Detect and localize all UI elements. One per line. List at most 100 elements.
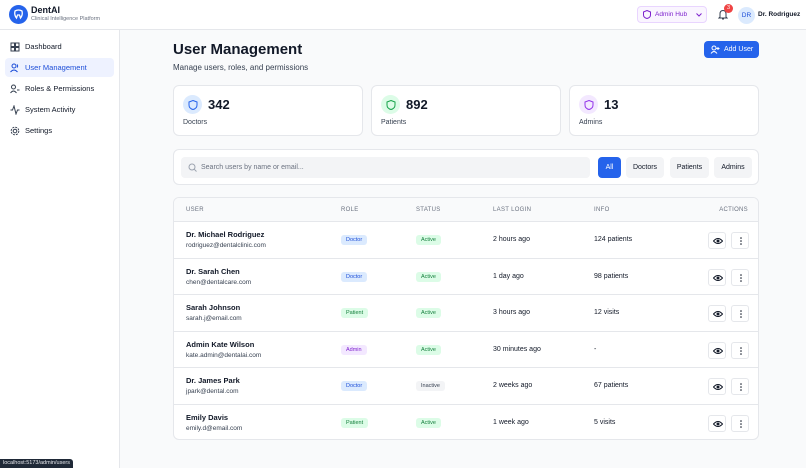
search-input[interactable]: Search users by name or email... (181, 157, 590, 178)
user-name: Dr. Michael Rodriguez (186, 230, 265, 239)
filter-panel: Search users by name or email... All Doct… (173, 149, 759, 185)
status-badge: Active (416, 235, 441, 245)
role-badge: Patient (341, 418, 369, 428)
status-badge: Active (416, 344, 441, 355)
tagline: Clinical Intelligence Platform (31, 16, 101, 22)
more-button[interactable] (731, 341, 749, 359)
role-badge: Patient (341, 308, 369, 319)
column-header: ACTIONS (719, 207, 748, 213)
info: 67 patients (594, 382, 629, 390)
column-header: ROLE (341, 207, 359, 213)
icon (739, 346, 742, 355)
view-button[interactable] (708, 378, 726, 396)
icon (739, 273, 742, 282)
status-bar: localhost:5173/admin/users (0, 459, 73, 468)
info: 98 patients (594, 272, 629, 280)
user-email: kate.admin@dentalai.com (186, 351, 262, 359)
avatar[interactable]: DR (738, 7, 755, 24)
icon (712, 384, 723, 391)
role-badge: Doctor (341, 235, 368, 245)
table-row: Emily Davis emily.d@email.com Patient Activ… (174, 405, 758, 439)
user-email: emily.d@email.com (186, 425, 243, 432)
bell[interactable] (718, 9, 728, 20)
last-login: 30 minutes ago (493, 345, 541, 353)
last-login: 2 weeks ago (493, 382, 533, 390)
view-button[interactable] (708, 415, 726, 432)
more-button[interactable] (731, 378, 749, 396)
view-button[interactable] (708, 305, 726, 323)
stat-icon (579, 95, 598, 114)
brand: DentAI (31, 5, 60, 15)
status-badge: Active (416, 418, 441, 428)
nav-item[interactable]: System Activity (5, 100, 114, 119)
stat-value: 892 (406, 97, 428, 112)
page-subtitle: Manage users, roles, and permissions (173, 63, 309, 72)
more-button[interactable] (731, 268, 749, 286)
status-badge: Active (416, 308, 441, 319)
table-row: Dr. Sarah Chen chen@dentalcare.com Doctor A… (174, 259, 758, 296)
column-header: USER (186, 207, 204, 213)
nav-item[interactable]: Dashboard (5, 37, 114, 56)
nav-label: Roles & Permissions (25, 84, 95, 93)
more-button[interactable] (731, 232, 749, 249)
stat-value: 342 (208, 97, 230, 112)
stat-card: 342 Doctors (173, 85, 363, 136)
add-user-button[interactable]: Add User (704, 41, 759, 58)
filter-button[interactable]: Admins (714, 157, 752, 178)
icon (10, 126, 20, 135)
hub-label: Admin Hub (655, 11, 688, 18)
user-name: Dr. Sarah Chen (186, 266, 240, 276)
icon (739, 237, 742, 245)
column-header: INFO (594, 207, 610, 213)
table-row: Dr. Michael Rodriguez rodriguez@dentalcli… (174, 222, 758, 259)
nav-item[interactable]: Settings (5, 121, 114, 140)
more-button[interactable] (731, 305, 749, 323)
info: 12 visits (594, 309, 620, 317)
notification-badge: 3 (724, 4, 733, 13)
nav-label: Dashboard (25, 42, 62, 51)
nav-label: Settings (25, 126, 53, 135)
nav-item[interactable]: Roles & Permissions (5, 79, 114, 98)
column-header: STATUS (416, 207, 441, 213)
icon (712, 238, 723, 244)
user-name: Sarah Johnson (186, 303, 241, 313)
users-table: USER ROLE STATUS LAST LOGIN INFO ACTIONS Dr. … (173, 197, 759, 440)
filter-button[interactable]: All (598, 157, 621, 178)
nav-item[interactable]: User Management (5, 58, 114, 77)
stat-icon (381, 95, 400, 114)
filter-button[interactable]: Doctors (626, 157, 664, 178)
role-badge: Doctor (341, 271, 368, 282)
sidebar: Dashboard User Management Roles & Permissi… (0, 30, 120, 468)
view-button[interactable] (708, 341, 726, 359)
hub-dropdown[interactable]: Admin Hub (637, 6, 707, 23)
stat-label: Doctors (183, 119, 208, 126)
user-email: jpark@dental.com (186, 388, 239, 396)
table-header: USER ROLE STATUS LAST LOGIN INFO ACTIONS (174, 198, 758, 222)
icon (712, 421, 723, 427)
more-button[interactable] (731, 415, 749, 432)
view-button[interactable] (708, 268, 726, 286)
last-login: 3 hours ago (493, 309, 530, 317)
nav-label: User Management (25, 63, 87, 72)
role-badge: Admin (341, 344, 367, 355)
icon (712, 311, 723, 318)
icon (712, 274, 723, 281)
filter-button[interactable]: Patients (670, 157, 709, 178)
icon (10, 104, 20, 115)
column-header: LAST LOGIN (493, 207, 532, 213)
user-email: rodriguez@dentalclinic.com (186, 242, 266, 249)
icon (739, 383, 742, 392)
role-badge: Doctor (341, 381, 368, 392)
info: - (594, 345, 597, 353)
icon (739, 310, 742, 318)
icon (10, 42, 20, 51)
icon (739, 420, 742, 428)
user-name: Admin Kate Wilson (186, 339, 255, 349)
table-row: Sarah Johnson sarah.j@email.com Patient Act… (174, 295, 758, 332)
info: 124 patients (594, 236, 633, 243)
view-button[interactable] (708, 232, 726, 249)
table-row: Admin Kate Wilson kate.admin@dentalai.com… (174, 332, 758, 369)
status-badge: Active (416, 271, 441, 282)
info: 5 visits (594, 419, 616, 426)
